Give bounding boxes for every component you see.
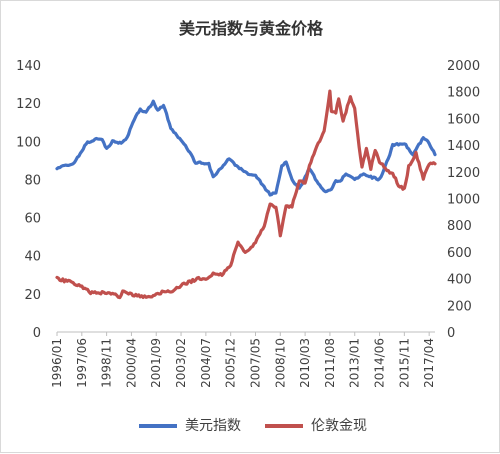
x-tick-label: 1997/06	[75, 338, 89, 388]
x-tick-label: 2000/04	[124, 338, 138, 388]
x-tick-label: 2007/05	[248, 338, 262, 388]
y-left-tick-label: 100	[16, 135, 41, 150]
x-tick-label: 2015/11	[397, 338, 411, 388]
series-line-usd-index	[55, 99, 437, 197]
y-left-tick-label: 20	[24, 288, 41, 303]
legend-swatch-usd-index	[139, 424, 177, 428]
y-right-tick-label: 2000	[447, 59, 480, 74]
x-tick-label: 2014/06	[373, 338, 387, 388]
y-left-tick-label: 0	[33, 326, 41, 341]
y-left-tick-label: 120	[16, 97, 41, 112]
x-tick-label: 2004/07	[199, 338, 213, 388]
legend-item-usd-index: 美元指数	[139, 416, 241, 436]
chart-title: 美元指数与黄金价格	[178, 19, 323, 38]
y-right-tick-label: 400	[447, 273, 472, 288]
legend-item-london-gold: 伦敦金现	[265, 416, 367, 436]
y-left-tick-label: 80	[24, 173, 41, 188]
legend-label-usd-index: 美元指数	[185, 418, 241, 434]
x-tick-label: 2005/12	[224, 338, 238, 388]
y-right-tick-label: 600	[447, 246, 472, 261]
x-tick-label: 2003/02	[174, 338, 188, 388]
y-left-tick-label: 140	[16, 59, 41, 74]
y-right-tick-label: 0	[447, 326, 455, 341]
x-tick-label: 2010/03	[298, 338, 312, 388]
y-right-tick-label: 1800	[447, 86, 480, 101]
series-line-london-gold	[55, 89, 437, 300]
x-tick-label: 1996/01	[50, 338, 64, 388]
x-tick-label: 2011/08	[323, 338, 337, 388]
legend-label-london-gold: 伦敦金现	[311, 418, 367, 434]
y-right-tick-label: 1000	[447, 193, 480, 208]
y-right-tick-label: 1600	[447, 112, 480, 127]
y-right-tick-label: 200	[447, 299, 472, 314]
x-tick-label: 2001/09	[149, 338, 163, 388]
x-tick-label: 2017/04	[422, 338, 436, 388]
y-left-tick-label: 60	[24, 212, 41, 227]
y-left-tick-label: 40	[24, 250, 41, 265]
legend-swatch-london-gold	[265, 424, 303, 428]
x-tick-label: 2013/01	[348, 338, 362, 388]
y-right-tick-label: 1400	[447, 139, 480, 154]
x-tick-label: 2008/10	[273, 338, 287, 388]
y-right-tick-label: 800	[447, 219, 472, 234]
x-tick-label: 1998/11	[100, 338, 114, 388]
y-right-tick-label: 1200	[447, 166, 480, 181]
legend: 美元指数 伦敦金现	[1, 416, 500, 436]
